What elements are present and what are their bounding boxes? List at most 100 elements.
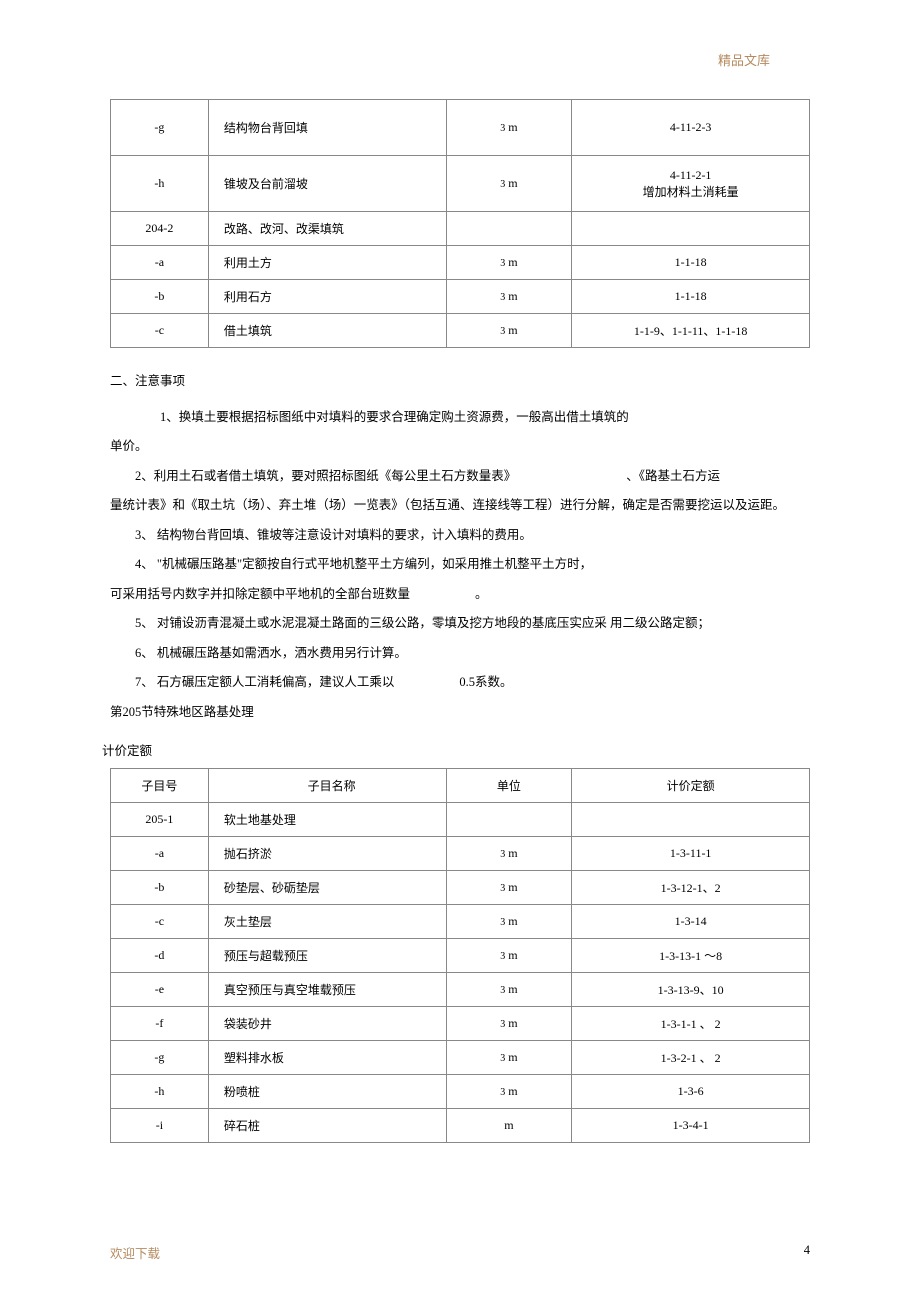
table-row: -g塑料排水板3 m1-3-2-1 、 2 xyxy=(111,1040,810,1074)
table1: -g结构物台背回填3 m4-11-2-3-h锥坡及台前溜坡3 m4-11-2-1… xyxy=(110,99,810,348)
p1a: 1、换填土要根据招标图纸中对填料的要求合理确定购土资源费，一般高出借土填筑的 xyxy=(110,404,810,432)
cell-quota xyxy=(572,802,810,836)
cell-quota: 1-3-13-9、10 xyxy=(572,972,810,1006)
cell-id: -g xyxy=(111,1040,209,1074)
p1b: 单价。 xyxy=(110,433,810,461)
cell-unit: 3 m xyxy=(446,246,572,280)
cell-name: 塑料排水板 xyxy=(208,1040,446,1074)
th-unit: 单位 xyxy=(446,768,572,802)
table-row: -c灰土垫层3 m1-3-14 xyxy=(111,904,810,938)
cell-id: -h xyxy=(111,156,209,212)
cell-unit: 3 m xyxy=(446,836,572,870)
cell-quota: 1-3-12-1、2 xyxy=(572,870,810,904)
cell-quota: 1-3-1-1 、 2 xyxy=(572,1006,810,1040)
cell-quota: 1-3-11-1 xyxy=(572,836,810,870)
cell-name: 真空预压与真空堆载预压 xyxy=(208,972,446,1006)
table-row: -a抛石挤淤3 m1-3-11-1 xyxy=(111,836,810,870)
cell-unit: 3 m xyxy=(446,972,572,1006)
cell-quota: 1-3-2-1 、 2 xyxy=(572,1040,810,1074)
cell-name: 袋装砂井 xyxy=(208,1006,446,1040)
cell-unit: 3 m xyxy=(446,100,572,156)
cell-unit: 3 m xyxy=(446,314,572,348)
cell-id: -b xyxy=(111,280,209,314)
table-row: -g结构物台背回填3 m4-11-2-3 xyxy=(111,100,810,156)
cell-id: -c xyxy=(111,904,209,938)
header-brand: 精品文库 xyxy=(0,50,920,69)
table-row: -e真空预压与真空堆载预压3 m1-3-13-9、10 xyxy=(111,972,810,1006)
p7-pre: 7、 石方碾压定额人工消耗偏高，建议人工乘以 xyxy=(135,675,394,689)
p6: 6、 机械碾压路基如需洒水，洒水费用另行计算。 xyxy=(110,640,810,668)
cell-unit xyxy=(446,212,572,246)
cell-id: -i xyxy=(111,1108,209,1142)
cell-id: 204-2 xyxy=(111,212,209,246)
table-row: -c借土填筑3 m1-1-9、1-1-11、1-1-18 xyxy=(111,314,810,348)
footer-left: 欢迎下载 xyxy=(110,1243,160,1262)
cell-name: 碎石桩 xyxy=(208,1108,446,1142)
cell-unit: 3 m xyxy=(446,156,572,212)
cell-quota: 1-3-4-1 xyxy=(572,1108,810,1142)
p4b: 可采用括号内数字并扣除定额中平地机的全部台班数量 。 xyxy=(110,581,810,609)
p4a: 4、 "机械碾压路基"定额按自行式平地机整平土方编列，如采用推土机整平土方时， xyxy=(110,551,810,579)
p4b-pre: 可采用括号内数字并扣除定额中平地机的全部台班数量 xyxy=(110,587,410,601)
cell-id: -a xyxy=(111,246,209,280)
cell-name: 抛石挤淤 xyxy=(208,836,446,870)
table2: 子目号 子目名称 单位 计价定额 205-1软土地基处理-a抛石挤淤3 m1-3… xyxy=(110,768,810,1143)
cell-unit: 3 m xyxy=(446,1006,572,1040)
cell-name: 结构物台背回填 xyxy=(208,100,446,156)
cell-name: 借土填筑 xyxy=(208,314,446,348)
cell-id: -c xyxy=(111,314,209,348)
cell-id: -f xyxy=(111,1006,209,1040)
cell-quota: 4-11-2-1增加材料土消耗量 xyxy=(572,156,810,212)
table2-header-row: 子目号 子目名称 单位 计价定额 xyxy=(111,768,810,802)
cell-id: -g xyxy=(111,100,209,156)
section2-title: 二、注意事项 xyxy=(110,368,810,396)
cell-unit: 3 m xyxy=(446,280,572,314)
table-row: -b砂垫层、砂砺垫层3 m1-3-12-1、2 xyxy=(111,870,810,904)
cell-unit: 3 m xyxy=(446,870,572,904)
p7: 7、 石方碾压定额人工消耗偏高，建议人工乘以 0.5系数。 xyxy=(110,669,810,697)
page-number: 4 xyxy=(804,1243,810,1262)
th-quota: 计价定额 xyxy=(572,768,810,802)
table-row: -h锥坡及台前溜坡3 m4-11-2-1增加材料土消耗量 xyxy=(111,156,810,212)
section205: 第205节特殊地区路基处理 xyxy=(110,699,810,727)
cell-quota: 1-3-6 xyxy=(572,1074,810,1108)
cell-id: -e xyxy=(111,972,209,1006)
table-row: -i碎石桩m1-3-4-1 xyxy=(111,1108,810,1142)
p4b-post: 。 xyxy=(475,587,488,601)
cell-unit: 3 m xyxy=(446,1074,572,1108)
cell-name: 利用土方 xyxy=(208,246,446,280)
cell-unit xyxy=(446,802,572,836)
cell-name: 预压与超载预压 xyxy=(208,938,446,972)
table-row: -f袋装砂井3 m1-3-1-1 、 2 xyxy=(111,1006,810,1040)
th-id: 子目号 xyxy=(111,768,209,802)
p2a-post: 、《路基土石方运 xyxy=(626,469,720,483)
cell-id: 205-1 xyxy=(111,802,209,836)
cell-name: 灰土垫层 xyxy=(208,904,446,938)
table-row: 205-1软土地基处理 xyxy=(111,802,810,836)
cell-unit: m xyxy=(446,1108,572,1142)
cell-unit: 3 m xyxy=(446,938,572,972)
cell-name: 软土地基处理 xyxy=(208,802,446,836)
cell-unit: 3 m xyxy=(446,904,572,938)
table-row: -d预压与超载预压3 m1-3-13-1 ～8 xyxy=(111,938,810,972)
cell-quota: 1-3-14 xyxy=(572,904,810,938)
table-row: -a利用土方3 m1-1-18 xyxy=(111,246,810,280)
cell-name: 利用石方 xyxy=(208,280,446,314)
cell-quota: 4-11-2-3 xyxy=(572,100,810,156)
th-name: 子目名称 xyxy=(208,768,446,802)
p3: 3、 结构物台背回填、锥坡等注意设计对填料的要求，计入填料的费用。 xyxy=(110,522,810,550)
cell-quota xyxy=(572,212,810,246)
p7-post: 0.5系数。 xyxy=(459,675,512,689)
cell-name: 改路、改河、改渠填筑 xyxy=(208,212,446,246)
cell-id: -d xyxy=(111,938,209,972)
cell-id: -a xyxy=(111,836,209,870)
p2a-pre: 2、利用土石或者借土填筑，要对照招标图纸《每公里土石方数量表》 xyxy=(135,469,516,483)
cell-name: 砂垫层、砂砺垫层 xyxy=(208,870,446,904)
cell-quota: 1-1-18 xyxy=(572,280,810,314)
cell-id: -h xyxy=(111,1074,209,1108)
cell-name: 锥坡及台前溜坡 xyxy=(208,156,446,212)
cell-unit: 3 m xyxy=(446,1040,572,1074)
table-row: 204-2改路、改河、改渠填筑 xyxy=(111,212,810,246)
cell-quota: 1-3-13-1 ～8 xyxy=(572,938,810,972)
pricing-caption: 计价定额 xyxy=(102,738,810,766)
